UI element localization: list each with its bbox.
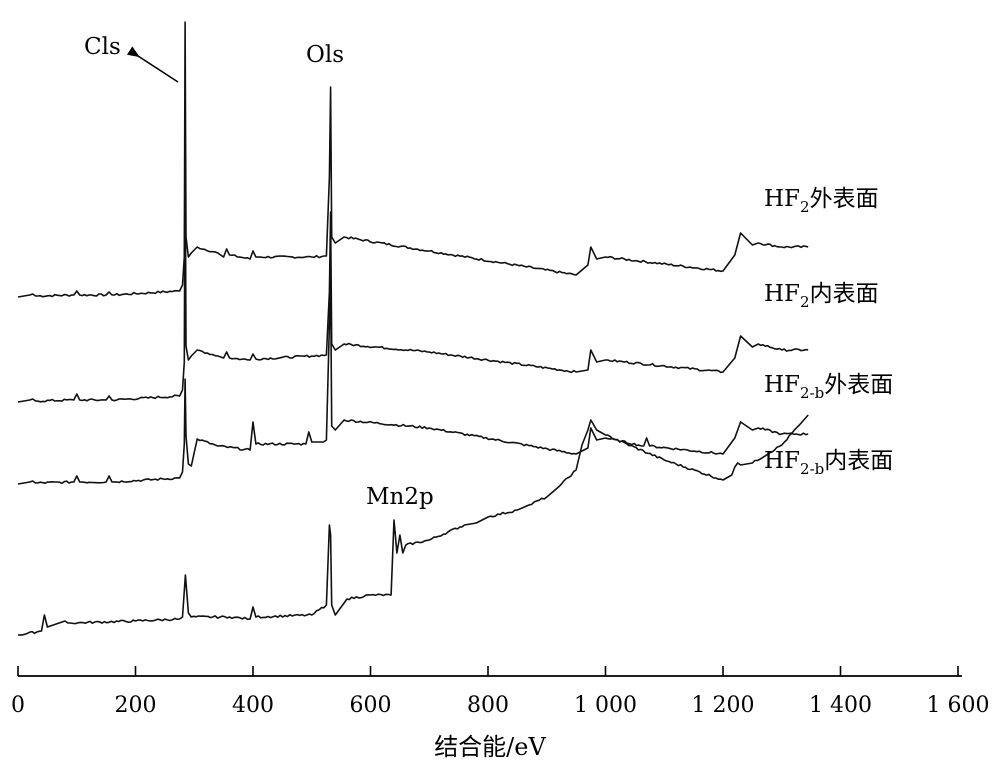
series-line-4	[17, 414, 809, 636]
series-line-3	[17, 278, 809, 485]
x-tick-label-200: 200	[115, 693, 157, 718]
x-tick-label-600: 600	[350, 693, 392, 718]
series-line-1	[17, 21, 809, 298]
annotation-cls: Cls	[84, 34, 121, 60]
annotation-ols: Ols	[306, 42, 344, 68]
annotation-mn2p: Mn2p	[366, 484, 434, 510]
series-line-2	[17, 131, 809, 403]
x-tick-label-0: 0	[11, 693, 25, 718]
x-tick-label-800: 800	[467, 693, 509, 718]
series-label-4: HF2-b内表面	[764, 448, 893, 478]
series-label-1: HF2外表面	[764, 186, 879, 216]
series-group	[17, 21, 809, 636]
x-tick-label-1000: 1 000	[574, 693, 637, 718]
series-labels: HF2外表面 HF2内表面 HF2-b外表面 HF2-b内表面	[764, 186, 893, 478]
annotations: Cls Ols Mn2p	[84, 34, 434, 510]
x-tick-label-1600: 1 600	[927, 693, 990, 718]
series-label-3: HF2-b外表面	[764, 372, 893, 402]
x-ticks: 0 200 400 600 800 1 000 1 200 1 400 1 600	[11, 666, 989, 718]
series-label-2: HF2内表面	[764, 281, 879, 311]
x-tick-label-1400: 1 400	[809, 693, 872, 718]
x-tick-label-1200: 1 200	[692, 693, 755, 718]
x-tick-label-400: 400	[232, 693, 274, 718]
x-axis-title: 结合能/eV	[434, 733, 546, 761]
cls-arrow	[126, 46, 179, 83]
